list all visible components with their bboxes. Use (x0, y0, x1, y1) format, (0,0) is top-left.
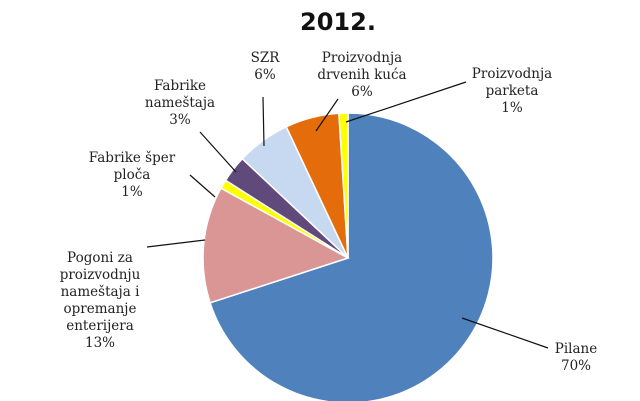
slice-labels: Pilane 70% Pogoni za proizvodnju nameštaja i… (60, 50, 598, 374)
slice-name-line: Proizvodnja (472, 66, 552, 82)
leader-line-5 (262, 96, 265, 147)
leader-line-3 (189, 174, 216, 198)
slice-name-line: nameštaja (145, 95, 215, 111)
slice-label-4: Fabrike nameštaja 3% (145, 78, 215, 128)
slice-value-label: 13% (85, 335, 115, 351)
leader-line-6 (315, 98, 339, 132)
slice-name-line: proizvodnju (60, 267, 141, 283)
slice-name-line: SZR (251, 50, 281, 66)
slice-name-line: Pogoni za (67, 250, 133, 266)
leader-line-7 (345, 81, 467, 123)
leader-line-2 (146, 239, 206, 248)
slice-label-2: Pogoni za proizvodnju nameštaja i opremanje… (60, 250, 141, 351)
slice-name-line: Fabrike (154, 78, 206, 94)
slice-value-label: 1% (501, 100, 523, 116)
leader-line-4 (199, 131, 237, 173)
leader-lines (146, 81, 549, 349)
slice-value-label: 1% (121, 184, 143, 200)
pie-slice-2 (202, 187, 350, 304)
slice-label-5: SZR 6% (251, 50, 281, 83)
slice-name-line: drvenih kuća (317, 67, 406, 83)
slice-name-line: parketa (486, 83, 539, 99)
pie-slice-7 (338, 112, 349, 259)
slice-name-line: enterijera (66, 318, 134, 334)
slice-label-6: Proizvodnja drvenih kuća 6% (317, 50, 406, 100)
pie-slice-1 (209, 112, 494, 401)
slice-label-7: Proizvodnja parketa 1% (472, 66, 552, 116)
slice-value-label: 6% (254, 67, 276, 83)
slice-value-label: 70% (561, 358, 591, 374)
slice-name-line: nameštaja i (61, 284, 140, 300)
leader-line-1 (461, 317, 549, 349)
slice-label-1: Pilane 70% (555, 341, 597, 374)
slice-value-label: 6% (351, 84, 373, 100)
slices-layer (202, 112, 494, 401)
slice-name-line: ploča (114, 167, 151, 183)
slice-name-line: opremanje (64, 301, 137, 317)
slice-name-line: Proizvodnja (322, 50, 402, 66)
slice-name-line: Pilane (555, 341, 597, 357)
chart-title: 2012. (300, 8, 376, 36)
slice-label-3: Fabrike šper ploča 1% (89, 150, 176, 200)
slice-name-line: Fabrike šper (89, 150, 176, 166)
slice-value-label: 3% (169, 112, 191, 128)
